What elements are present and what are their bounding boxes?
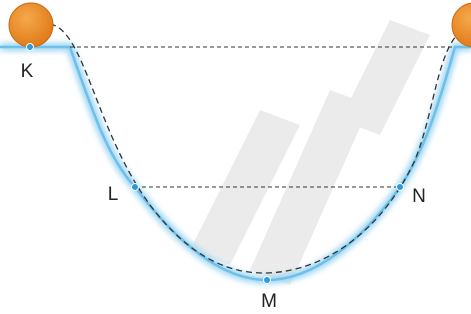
point-label: M — [261, 291, 277, 312]
watermark — [190, 20, 430, 285]
ball — [9, 3, 53, 47]
point-label: K — [21, 61, 34, 82]
ball — [452, 3, 471, 47]
point-label: N — [412, 186, 426, 207]
diagram: K L M N — [0, 0, 471, 314]
point-label: L — [108, 184, 119, 205]
